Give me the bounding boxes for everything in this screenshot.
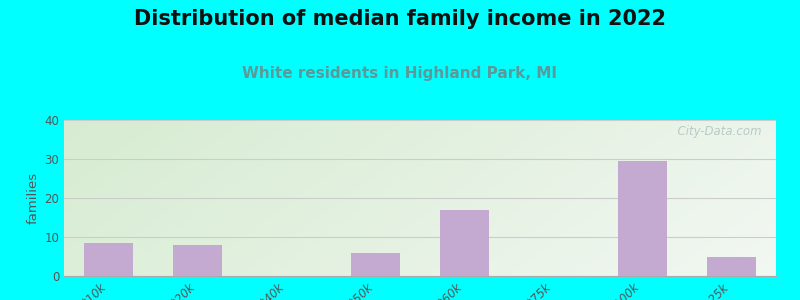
Text: White residents in Highland Park, MI: White residents in Highland Park, MI xyxy=(242,66,558,81)
Bar xyxy=(173,245,222,276)
Text: Distribution of median family income in 2022: Distribution of median family income in … xyxy=(134,9,666,29)
Bar xyxy=(440,210,489,276)
Bar xyxy=(351,253,400,276)
Y-axis label: families: families xyxy=(27,172,40,224)
Text: City-Data.com: City-Data.com xyxy=(670,125,762,138)
Bar xyxy=(618,161,667,276)
Bar xyxy=(84,243,133,276)
Bar xyxy=(707,256,756,276)
